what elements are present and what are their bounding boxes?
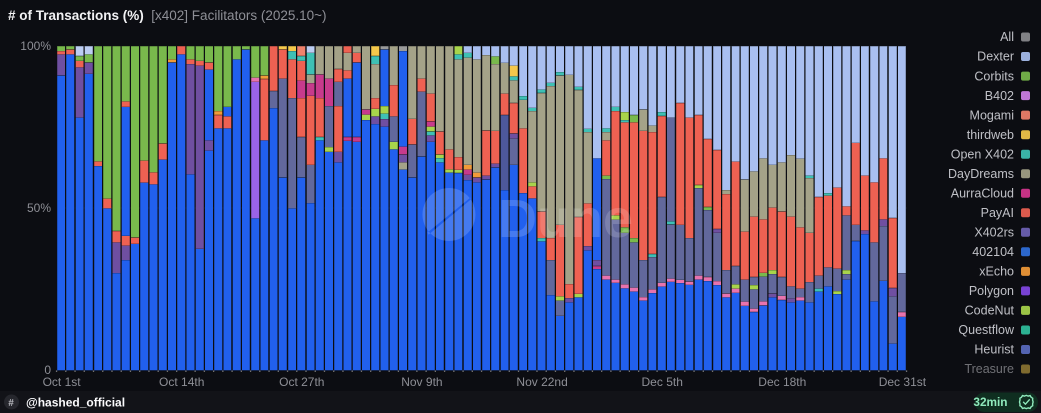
svg-text:Oct 14th: Oct 14th (159, 375, 204, 389)
svg-text:Treasure: Treasure (964, 362, 1014, 376)
svg-text:Dexter: Dexter (977, 50, 1014, 64)
svg-text:Nov 22nd: Nov 22nd (516, 375, 567, 389)
svg-text:PayAI: PayAI (981, 206, 1014, 220)
svg-text:#: # (8, 398, 14, 409)
svg-text:50%: 50% (27, 201, 51, 215)
svg-text:Polygon: Polygon (969, 284, 1014, 298)
svg-text:X402rs: X402rs (974, 226, 1014, 240)
svg-text:AurraCloud: AurraCloud (951, 186, 1014, 200)
svg-text:Heurist: Heurist (974, 343, 1014, 357)
svg-text:thirdweb: thirdweb (967, 128, 1014, 142)
svg-text:DayDreams: DayDreams (948, 167, 1014, 181)
svg-text:xEcho: xEcho (979, 265, 1014, 279)
svg-text:Questflow: Questflow (958, 323, 1015, 337)
svg-text:# of Transactions (%) [x402]: # of Transactions (%) [x402] Facilitator… (8, 8, 327, 23)
svg-text:0: 0 (44, 363, 51, 377)
svg-text:All: All (1000, 30, 1014, 44)
svg-text:Corbits: Corbits (974, 69, 1014, 83)
svg-text:B402: B402 (985, 89, 1014, 103)
svg-text:Open X402: Open X402 (951, 147, 1014, 161)
svg-text:Mogami: Mogami (970, 108, 1014, 122)
svg-text:32min: 32min (973, 395, 1007, 409)
svg-text:100%: 100% (20, 39, 51, 53)
svg-text:402104: 402104 (972, 245, 1014, 259)
svg-text:Oct 27th: Oct 27th (279, 375, 324, 389)
svg-text:@hashed_official: @hashed_official (26, 395, 125, 409)
svg-text:Dec 18th: Dec 18th (758, 375, 806, 389)
svg-text:Nov 9th: Nov 9th (401, 375, 442, 389)
svg-text:Dec 5th: Dec 5th (642, 375, 683, 389)
svg-text:Dune: Dune (498, 189, 633, 249)
svg-text:CodeNut: CodeNut (965, 304, 1015, 318)
svg-text:Oct 1st: Oct 1st (43, 375, 82, 389)
svg-text:Dec 31st: Dec 31st (879, 375, 927, 389)
